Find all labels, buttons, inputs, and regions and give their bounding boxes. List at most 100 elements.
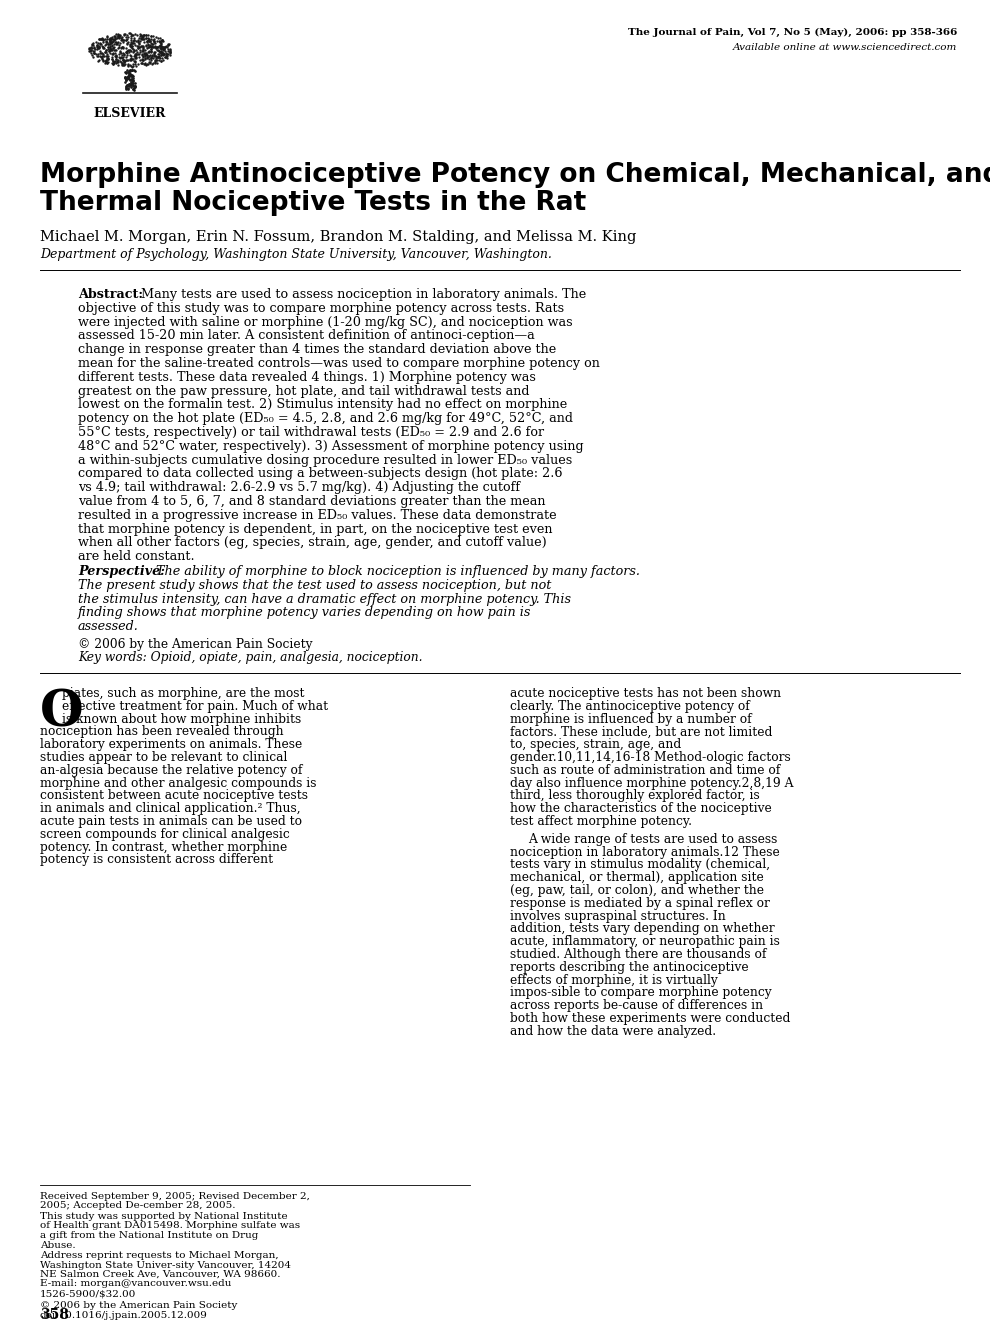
Point: [153, 50, 169, 71]
Point: [100, 45, 116, 66]
Point: [123, 55, 139, 77]
Point: [137, 25, 152, 46]
Point: [99, 49, 115, 70]
Point: [122, 49, 138, 70]
Point: [88, 45, 104, 66]
Point: [159, 46, 175, 67]
Point: [152, 33, 168, 54]
Point: [138, 53, 153, 74]
Text: NE Salmon Creek Ave, Vancouver, WA 98660.: NE Salmon Creek Ave, Vancouver, WA 98660…: [40, 1270, 280, 1279]
Text: assessed 15-20 min later. A consistent definition of antinoci-ception—a: assessed 15-20 min later. A consistent d…: [78, 330, 535, 342]
Point: [87, 38, 103, 59]
Point: [102, 30, 118, 51]
Point: [88, 44, 104, 65]
Point: [151, 44, 167, 65]
Point: [109, 28, 125, 49]
Point: [136, 49, 151, 70]
Text: were injected with saline or morphine (1-20 mg/kg SC), and nociception was: were injected with saline or morphine (1…: [78, 315, 572, 329]
Point: [124, 70, 140, 91]
Point: [144, 38, 159, 59]
Point: [161, 33, 177, 54]
Point: [158, 42, 174, 63]
Point: [154, 30, 170, 51]
Point: [123, 50, 139, 71]
Point: [123, 63, 139, 84]
Point: [124, 65, 140, 86]
Point: [136, 44, 151, 65]
Point: [124, 66, 140, 87]
Text: clearly. The antinociceptive potency of: clearly. The antinociceptive potency of: [510, 700, 749, 713]
Point: [115, 50, 131, 71]
Text: Address reprint requests to Michael Morgan,: Address reprint requests to Michael Morg…: [40, 1251, 278, 1261]
Point: [120, 32, 136, 53]
Point: [81, 38, 97, 59]
Point: [127, 44, 143, 65]
Text: 48°C and 52°C water, respectively). 3) Assessment of morphine potency using: 48°C and 52°C water, respectively). 3) A…: [78, 440, 584, 453]
Text: both how these experiments were conducted: both how these experiments were conducte…: [510, 1012, 790, 1026]
Point: [145, 33, 160, 54]
Point: [112, 41, 128, 62]
Text: morphine and other analgesic compounds is: morphine and other analgesic compounds i…: [40, 776, 317, 789]
Point: [148, 26, 164, 48]
Point: [101, 29, 117, 50]
Point: [157, 46, 173, 67]
Point: [123, 71, 139, 92]
Point: [144, 25, 159, 46]
Point: [118, 29, 134, 50]
Point: [124, 33, 140, 54]
Point: [95, 29, 111, 50]
Point: [121, 75, 137, 96]
Point: [107, 32, 123, 53]
Point: [139, 46, 154, 67]
Point: [125, 32, 141, 53]
Point: [125, 30, 141, 51]
Point: [138, 45, 153, 66]
Point: [124, 75, 140, 96]
Point: [113, 42, 129, 63]
Point: [122, 63, 138, 84]
Point: [95, 29, 111, 50]
Point: [160, 34, 176, 55]
Point: [120, 78, 136, 99]
Point: [143, 51, 158, 73]
Point: [134, 53, 149, 74]
Point: [126, 49, 142, 70]
Point: [155, 37, 171, 58]
Point: [86, 40, 102, 61]
Text: morphine is influenced by a number of: morphine is influenced by a number of: [510, 713, 751, 726]
Point: [105, 50, 121, 71]
Point: [137, 53, 152, 74]
Point: [91, 29, 107, 50]
Point: [146, 44, 161, 65]
Point: [81, 37, 97, 58]
Point: [124, 59, 140, 81]
Point: [134, 29, 149, 50]
Point: [133, 28, 148, 49]
Point: [121, 65, 137, 86]
Point: [153, 38, 169, 59]
Point: [104, 32, 120, 53]
Point: [95, 38, 111, 59]
Point: [110, 54, 126, 75]
Point: [146, 45, 161, 66]
Point: [107, 26, 123, 48]
Point: [116, 46, 132, 67]
Point: [120, 54, 136, 75]
Point: [150, 41, 166, 62]
Point: [102, 38, 118, 59]
Point: [89, 37, 105, 58]
Point: [116, 44, 132, 65]
Point: [140, 45, 155, 66]
Point: [148, 40, 164, 61]
Point: [144, 45, 159, 66]
Point: [154, 40, 170, 61]
Point: [91, 36, 107, 57]
Point: [142, 30, 157, 51]
Point: [106, 25, 122, 46]
Point: [123, 30, 139, 51]
Point: [88, 32, 104, 53]
Text: assessed.: assessed.: [78, 620, 139, 634]
Point: [116, 54, 132, 75]
Point: [152, 36, 168, 57]
Point: [139, 34, 154, 55]
